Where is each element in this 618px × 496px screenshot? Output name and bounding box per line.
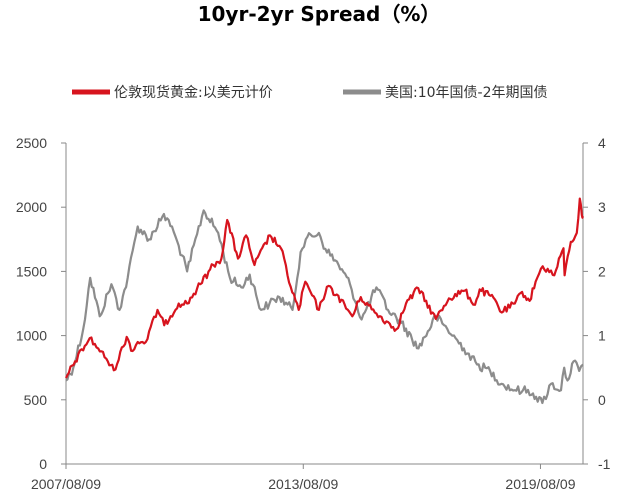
chart-title: 10yr-2yr Spread（%） (198, 2, 441, 26)
y-right-tick-label: 2 (598, 263, 606, 279)
legend: 伦敦现货黄金:以美元计价 美国:10年国债-2年期国债 (72, 84, 548, 101)
x-axis-ticks: 2007/08/09 2013/08/09 2019/08/09 (31, 464, 576, 492)
axes-frame (65, 143, 584, 465)
y-right-tick-label: 0 (598, 392, 606, 408)
y-left-tick-label: 1000 (16, 328, 47, 344)
y-left-tick-label: 0 (39, 456, 47, 472)
y-right-tick-label: 4 (598, 135, 606, 151)
x-tick-label: 2013/08/09 (268, 476, 338, 492)
y-left-tick-label: 2000 (16, 199, 47, 215)
y-axis-left-ticks: 0 500 1000 1500 2000 2500 (16, 135, 66, 472)
series-line-spread (65, 209, 584, 405)
y-left-tick-label: 1500 (16, 263, 47, 279)
legend-label-gold: 伦敦现货黄金:以美元计价 (114, 84, 273, 101)
y-left-tick-label: 500 (24, 392, 48, 408)
x-tick-label: 2019/08/09 (505, 476, 575, 492)
y-left-tick-label: 2500 (16, 135, 47, 151)
y-axis-right-ticks: -1 0 1 2 3 4 (583, 135, 611, 472)
legend-label-spread: 美国:10年国债-2年期国债 (385, 85, 548, 101)
y-right-tick-label: 3 (598, 199, 606, 215)
series-line-gold (65, 197, 585, 379)
y-right-tick-label: -1 (598, 456, 611, 472)
x-tick-label: 2007/08/09 (31, 476, 101, 492)
y-right-tick-label: 1 (598, 328, 606, 344)
